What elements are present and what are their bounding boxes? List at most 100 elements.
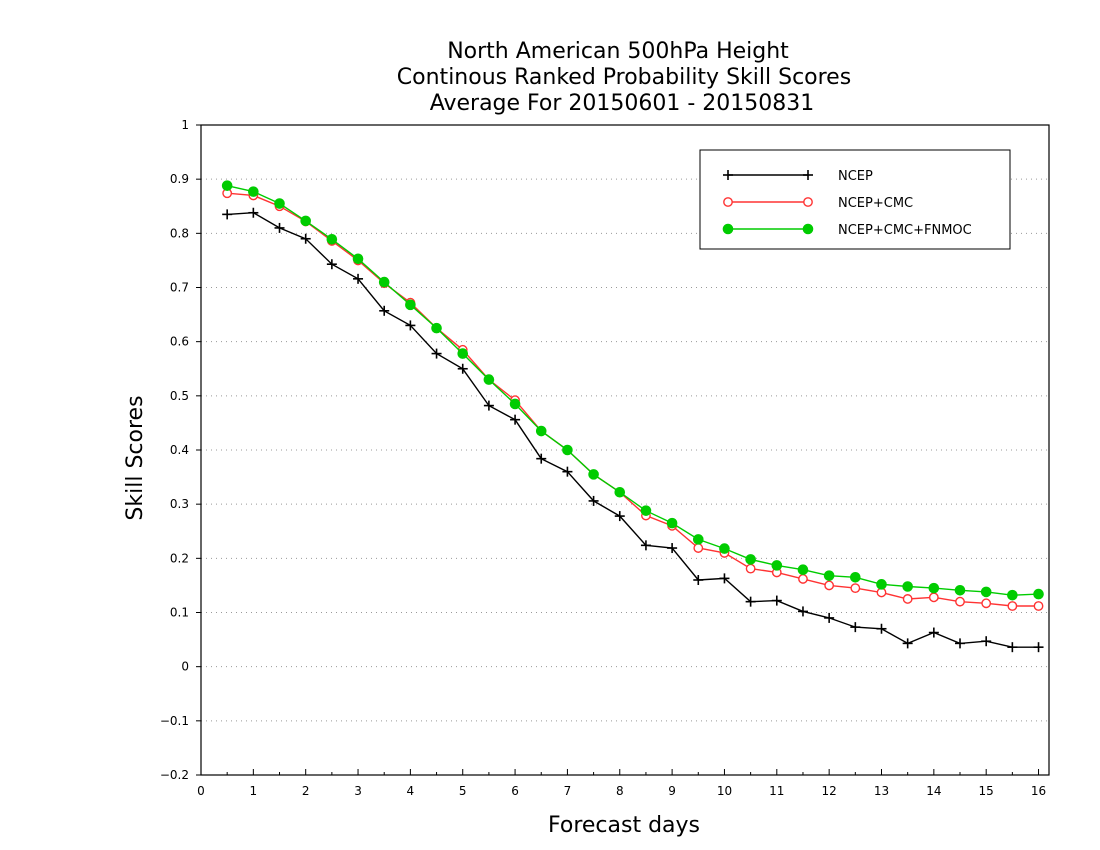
data-point [928, 582, 940, 594]
data-point [405, 299, 416, 311]
data-point [1033, 601, 1044, 611]
y-tick-label: 1 [181, 118, 189, 132]
data-point [483, 400, 494, 411]
data-point [274, 198, 285, 209]
x-tick-label: 8 [616, 784, 624, 798]
legend-item: NCEP+CMC [723, 196, 913, 211]
legend-box [699, 149, 1011, 250]
data-point [509, 398, 521, 410]
legend-item: NCEP+CMC+FNMOC [722, 223, 972, 238]
data-point [955, 596, 965, 607]
title-line-3: Average For 20150601 - 20150831 [430, 91, 815, 116]
y-axis: −0.2 −0.1 0 0.1 0.2 0.3 0.4 0.5 0.6 0.7 0.8 0.9 1 [160, 118, 201, 782]
x-tick-label: 0 [197, 784, 205, 798]
data-point [954, 584, 966, 596]
data-point [824, 612, 835, 623]
series-line [227, 211, 1039, 648]
data-point [248, 207, 259, 218]
data-point [352, 253, 364, 265]
legend: NCEP NCEP+CMC NCEP+CMC+FNMOC [699, 149, 1011, 250]
data-point [457, 363, 468, 374]
data-point [457, 348, 469, 359]
data-point [614, 486, 626, 498]
x-axis: 0 1 2 3 4 5 6 7 8 9 10 11 12 13 14 15 16 [197, 769, 1046, 798]
y-tick-label: 0.1 [170, 606, 189, 620]
series-ncep-plus-cmc [222, 188, 1044, 611]
y-tick-label: 0 [181, 660, 189, 674]
data-point [588, 469, 599, 480]
data-point [536, 453, 547, 464]
data-point [902, 638, 913, 649]
x-tick-label: 14 [926, 784, 941, 798]
data-point [902, 581, 913, 592]
y-tick-label: 0.6 [170, 335, 189, 349]
data-point [1007, 642, 1018, 653]
y-tick-label: 0.4 [170, 443, 189, 457]
data-point [379, 305, 390, 316]
data-point [771, 560, 783, 571]
legend-marker [802, 223, 814, 235]
x-tick-label: 1 [250, 784, 258, 798]
x-axis-title: Forecast days [548, 813, 700, 838]
data-point [666, 517, 678, 529]
data-point [510, 414, 521, 425]
data-point [274, 222, 285, 233]
data-point [1007, 601, 1018, 611]
data-point [562, 466, 573, 477]
y-axis-title: Skill Scores [123, 395, 148, 520]
data-point [902, 594, 913, 604]
data-point [981, 636, 992, 647]
data-point [405, 320, 416, 331]
data-point [876, 623, 887, 634]
legend-marker [803, 197, 813, 207]
data-point [771, 595, 782, 606]
series-ncep-plus-cmc-plus-fnmoc [221, 180, 1044, 601]
data-point [745, 554, 756, 565]
y-tick-label: 0.5 [170, 389, 189, 403]
x-tick-label: 2 [302, 784, 310, 798]
legend-marker [723, 197, 733, 207]
x-tick-label: 10 [717, 784, 732, 798]
data-point [719, 573, 730, 584]
x-tick-label: 13 [874, 784, 889, 798]
data-point [928, 592, 939, 603]
data-point [535, 425, 547, 437]
data-point [640, 505, 652, 516]
legend-item: NCEP [723, 169, 873, 184]
title-line-2: Continous Ranked Probability Skill Score… [397, 65, 851, 90]
data-point [876, 579, 887, 590]
data-point [693, 575, 704, 585]
data-point [353, 273, 364, 284]
data-point [1033, 642, 1044, 653]
data-point [797, 564, 809, 576]
x-tick-label: 4 [407, 784, 415, 798]
y-tick-label: 0.3 [170, 497, 189, 511]
legend-label: NCEP+CMC [838, 196, 913, 211]
data-point [667, 543, 678, 554]
x-tick-label: 3 [354, 784, 362, 798]
data-point [823, 570, 835, 581]
data-point [300, 233, 311, 244]
y-tick-label: 0.9 [170, 172, 189, 186]
data-point [745, 596, 756, 607]
data-point [928, 627, 939, 638]
x-tick-label: 16 [1031, 784, 1046, 798]
data-point [431, 322, 442, 334]
data-point [850, 571, 861, 583]
data-point [797, 606, 808, 617]
data-point [221, 180, 233, 191]
data-point [981, 598, 992, 609]
series-line [227, 192, 1039, 607]
x-tick-label: 7 [564, 784, 572, 798]
x-tick-label: 11 [769, 784, 784, 798]
y-tick-label: 0.7 [170, 281, 189, 295]
legend-label: NCEP+CMC+FNMOC [838, 223, 972, 238]
x-tick-label: 12 [822, 784, 837, 798]
chart-title: North American 500hPa Height Continous R… [397, 39, 851, 116]
data-point [693, 543, 704, 553]
data-point [798, 574, 808, 584]
data-point [588, 495, 599, 506]
data-point [640, 540, 651, 551]
legend-marker [803, 170, 813, 180]
